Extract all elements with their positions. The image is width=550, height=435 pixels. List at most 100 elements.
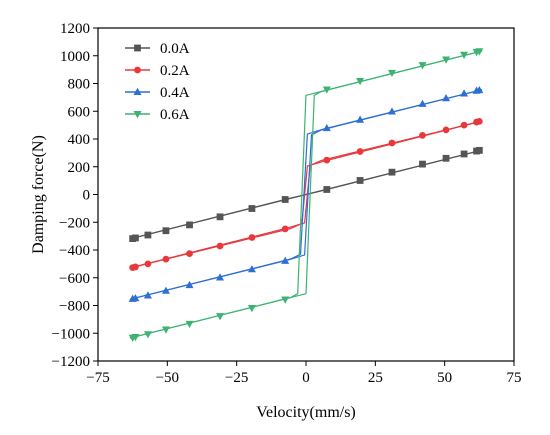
legend-label: 0.4A — [160, 85, 190, 101]
data-point — [132, 234, 139, 242]
data-point — [216, 213, 224, 221]
y-tick-label: 1200 — [60, 21, 90, 37]
data-point — [132, 263, 139, 271]
x-tick-label: 75 — [507, 370, 522, 386]
y-tick-label: −800 — [59, 299, 90, 315]
data-point — [247, 304, 256, 313]
data-point — [460, 121, 468, 129]
data-point — [442, 56, 451, 64]
data-point — [442, 126, 450, 134]
data-point — [460, 51, 469, 59]
data-point — [247, 265, 256, 273]
legend-marker — [133, 111, 142, 119]
data-point — [248, 234, 256, 241]
data-point — [322, 86, 331, 94]
data-point — [322, 123, 331, 132]
x-axis-title: Velocity(mm/s) — [256, 404, 356, 421]
data-point — [216, 313, 225, 321]
x-tick-label: 0 — [302, 370, 310, 386]
data-point — [131, 333, 140, 342]
legend-marker — [134, 44, 141, 52]
x-tick-label: −50 — [156, 370, 179, 386]
data-point — [356, 177, 364, 184]
data-point — [460, 150, 468, 158]
data-point — [419, 160, 426, 168]
y-axis-title: Damping force(N) — [30, 135, 47, 254]
data-point — [281, 225, 289, 233]
legend-item-0.0A: 0.0A — [125, 41, 190, 57]
series-line-lower — [129, 50, 483, 339]
series-0.4A — [128, 85, 484, 302]
x-tick-label: 50 — [437, 370, 452, 386]
legend-label: 0.6A — [160, 107, 190, 123]
x-tick-label: −25 — [225, 370, 248, 386]
legend-label: 0.2A — [160, 63, 190, 79]
data-point — [442, 94, 451, 102]
series-0.0A — [129, 146, 483, 243]
data-point — [143, 291, 152, 299]
data-point — [356, 148, 364, 155]
y-tick-label: 0 — [83, 188, 91, 204]
y-tick-label: −400 — [59, 243, 90, 259]
series-0.2A — [129, 117, 483, 272]
data-point — [281, 196, 289, 203]
data-point — [475, 85, 484, 94]
legend-item-0.6A: 0.6A — [125, 107, 190, 123]
data-point — [418, 62, 427, 70]
data-point — [356, 78, 365, 86]
data-point — [323, 186, 331, 193]
data-point — [281, 256, 290, 264]
y-tick-label: −1000 — [52, 326, 90, 342]
data-point — [186, 250, 193, 258]
data-point — [162, 255, 170, 263]
x-tick-label: 25 — [368, 370, 383, 386]
y-tick-label: 1000 — [60, 49, 90, 65]
data-point — [162, 227, 170, 235]
legend-marker — [134, 66, 141, 74]
data-point — [281, 296, 290, 304]
y-tick-label: 800 — [68, 77, 91, 93]
y-tick-label: 400 — [68, 132, 91, 148]
data-point — [387, 107, 396, 115]
legend-label: 0.0A — [160, 41, 190, 57]
legend-item-0.2A: 0.2A — [125, 63, 190, 79]
data-point — [442, 154, 450, 162]
series-line-lower — [129, 89, 483, 300]
data-point — [419, 131, 426, 139]
legend-marker — [133, 87, 142, 95]
y-tick-label: 200 — [68, 160, 91, 176]
y-tick-label: 600 — [68, 104, 91, 120]
data-point — [144, 231, 152, 239]
data-point — [475, 48, 484, 56]
data-point — [475, 117, 483, 125]
series-line-lower — [129, 120, 483, 269]
data-point — [387, 69, 396, 78]
y-tick-label: −1200 — [52, 354, 90, 370]
data-point — [216, 242, 224, 250]
y-tick-label: −600 — [59, 271, 90, 287]
data-point — [248, 205, 256, 212]
data-point — [131, 294, 140, 302]
data-point — [161, 326, 170, 334]
data-point — [185, 280, 194, 289]
legend-item-0.4A: 0.4A — [125, 85, 190, 101]
data-point — [161, 286, 170, 294]
data-point — [216, 273, 225, 281]
data-point — [143, 331, 152, 339]
data-point — [460, 89, 469, 97]
series-0.6A — [128, 48, 484, 342]
x-tick-label: −75 — [86, 370, 109, 386]
data-point — [323, 156, 331, 164]
data-point — [186, 221, 193, 229]
legend: 0.0A 0.2A 0.4A 0.6A — [125, 41, 190, 123]
data-point — [475, 146, 483, 154]
data-point — [388, 168, 396, 176]
series-line-upper — [129, 120, 483, 269]
data-point — [418, 99, 427, 107]
data-point — [185, 320, 194, 329]
data-point — [356, 115, 365, 123]
data-point — [144, 260, 152, 268]
y-tick-label: −200 — [59, 215, 90, 231]
data-point — [388, 139, 396, 147]
